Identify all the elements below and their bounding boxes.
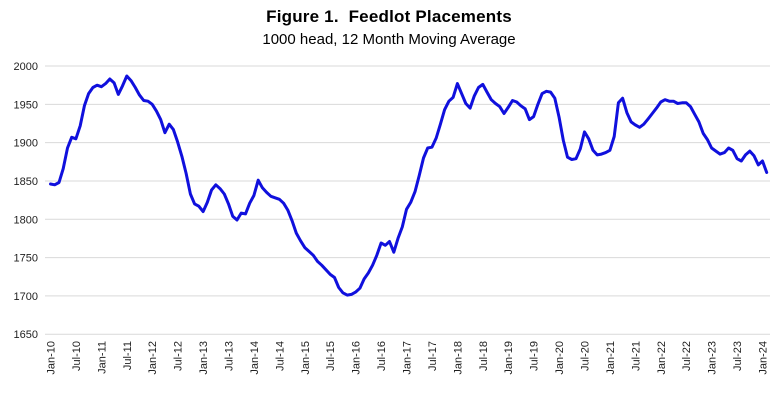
x-axis-tick-label: Jan-22 [656,341,668,375]
x-axis-tick-label: Jul-22 [681,341,693,371]
x-axis-tick-label: Jan-17 [402,341,414,375]
x-axis-tick-label: Jul-17 [427,341,439,371]
x-axis-tick-label: Jul-18 [478,341,490,371]
x-axis-tick-label: Jan-20 [554,341,566,375]
x-axis-tick-label: Jan-24 [758,341,770,375]
x-axis-tick-label: Jan-16 [351,341,363,375]
y-axis-tick-label: 2000 [14,61,38,73]
x-axis-tick-label: Jan-14 [249,341,261,375]
x-axis-tick-label: Jan-19 [503,341,515,375]
x-axis-tick-label: Jan-18 [452,341,464,375]
x-axis-tick-label: Jul-11 [122,341,134,370]
x-axis-tick-label: Jul-12 [173,341,185,371]
x-axis-tick-label: Jul-19 [529,341,541,371]
x-axis-tick-label: Jul-13 [224,341,236,371]
x-axis-tick-label: Jul-16 [376,341,388,371]
y-axis-tick-label: 1900 [14,138,38,150]
x-axis-tick-label: Jul-14 [274,341,286,371]
y-axis-tick-label: 1700 [14,291,38,303]
x-axis-tick-label: Jan-13 [198,341,210,375]
y-axis-tick-label: 1850 [14,176,38,188]
x-axis-tick-label: Jul-23 [732,341,744,371]
x-axis-tick-label: Jan-11 [96,341,108,374]
y-axis-tick-label: 1750 [14,253,38,265]
y-axis-tick-label: 1950 [14,99,38,111]
y-axis-tick-label: 1800 [14,214,38,226]
x-axis-tick-label: Jan-21 [605,341,617,375]
x-axis-tick-label: Jan-12 [147,341,159,375]
x-axis-tick-label: Jan-23 [707,341,719,375]
chart-subtitle: 1000 head, 12 Month Moving Average [262,31,516,48]
x-axis-tick-label: Jul-21 [630,341,642,371]
series-line [49,74,769,297]
x-axis-tick-label: Jan-15 [300,341,312,375]
y-axis-tick-label: 1650 [14,329,38,341]
x-axis-tick-label: Jan-10 [46,341,58,375]
x-axis-tick-label: Jul-15 [325,341,337,371]
x-axis-tick-label: Jul-10 [71,341,83,371]
chart-title: Figure 1. Feedlot Placements [266,7,512,26]
x-axis-tick-label: Jul-20 [580,341,592,371]
